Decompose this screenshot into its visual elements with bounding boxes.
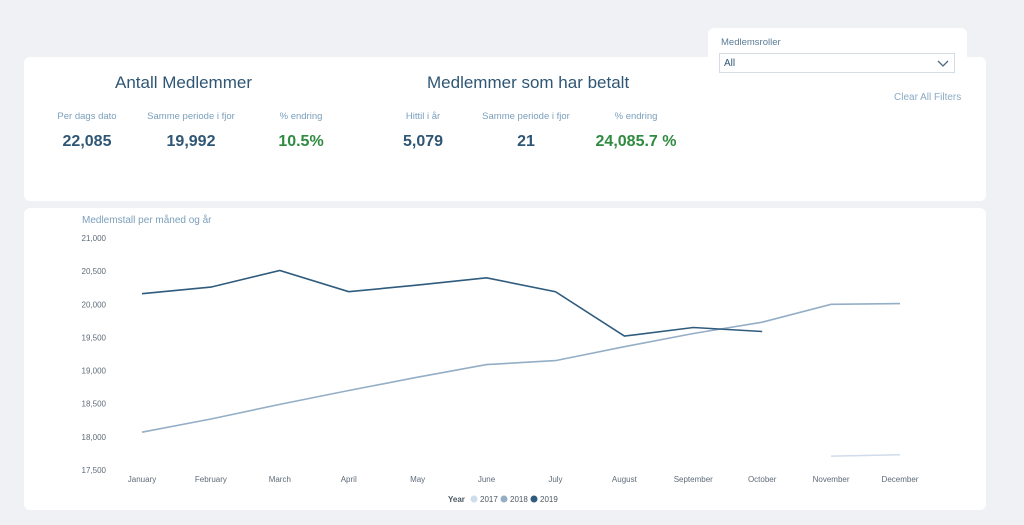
series-line-2018[interactable] [141,302,901,433]
legend-marker-2018[interactable] [500,495,508,503]
legend-marker-2019[interactable] [530,495,538,503]
kpi-right-value-2: 21 [517,133,535,150]
slicer-dropdown[interactable]: All [719,53,955,73]
kpi-right-label-2: Samme periode i fjor [482,111,570,122]
kpi-left-label-2: Samme periode i fjor [147,111,235,122]
x-tick-label: April [341,475,357,484]
x-tick-label: September [674,475,713,484]
x-tick-label: March [269,475,291,484]
kpi-left-title: Antall Medlemmer [115,73,252,92]
x-tick-label: May [410,475,425,484]
y-tick-label: 18,500 [82,400,107,409]
x-tick-label: July [548,475,562,484]
kpi-left-label-1: Per dags dato [57,111,117,122]
kpi-right-label-3: % endring [614,111,658,122]
legend-title: Year [448,495,465,504]
y-tick-label: 18,000 [82,433,107,442]
kpi-left-value-3: 10.5% [278,133,324,150]
chart-title: Medlemstall per måned og år [82,215,212,226]
y-tick-label: 17,500 [82,466,107,475]
x-tick-label: December [882,475,919,484]
kpi-right-label-1: Hittil i år [405,111,441,122]
kpi-left-value-1: 22,085 [62,133,112,150]
kpi-right-title: Medlemmer som har betalt [427,73,630,92]
kpi-right-value-1: 5,079 [402,133,444,150]
legend-label-2017[interactable]: 2017 [480,495,498,504]
medlemsroller-slicer: Medlemsroller All [708,28,967,88]
slicer-label: Medlemsroller [721,37,781,48]
chart-card: Medlemstall per måned og år 17,500 18,000… [24,208,986,510]
x-tick-label: June [478,475,496,484]
chevron-down-icon [937,60,949,67]
legend-label-2018[interactable]: 2018 [510,495,528,504]
x-tick-label: August [612,475,638,484]
legend-label-2019[interactable]: 2019 [540,495,558,504]
kpi-left-label-3: % endring [279,111,323,122]
y-tick-label: 20,000 [82,300,107,309]
y-tick-label: 19,000 [82,367,107,376]
legend-marker-2017[interactable] [470,495,478,503]
x-tick-label: January [128,475,156,484]
kpi-right-value-3: 24,085.7 % [595,133,677,150]
kpi-left-value-2: 19,992 [166,133,216,150]
x-tick-label: October [748,475,777,484]
y-tick-label: 21,000 [82,234,107,243]
x-tick-label: November [813,475,850,484]
slicer-selected-value: All [724,58,736,69]
line-chart: 17,500 18,000 18,500 19,000 19,500 20,000 20,5… [82,234,919,504]
clear-all-filters-button[interactable]: Clear All Filters [894,92,962,103]
x-tick-label: February [195,475,227,484]
y-tick-label: 20,500 [82,267,107,276]
series-line-2017[interactable] [831,454,901,457]
series-line-2019[interactable] [141,269,763,337]
y-tick-label: 19,500 [82,333,107,342]
